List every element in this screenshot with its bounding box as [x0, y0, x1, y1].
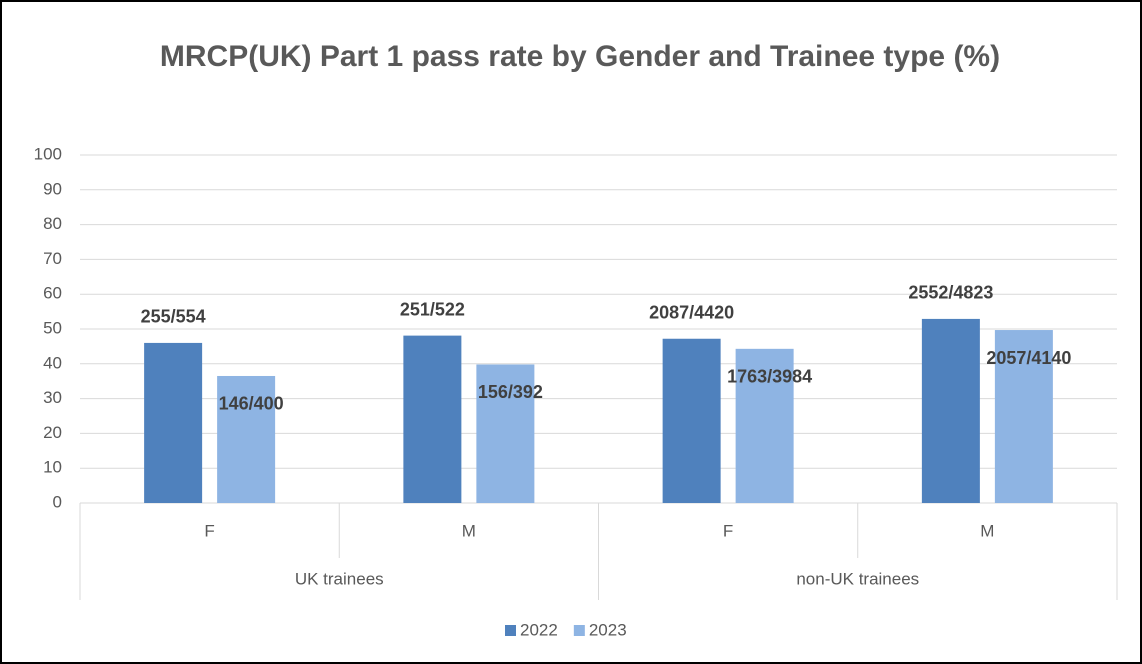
- bar: [144, 342, 203, 503]
- data-label: 2057/4140: [986, 348, 1071, 368]
- bar: [403, 335, 462, 503]
- y-tick-label: 100: [34, 144, 62, 163]
- y-tick-label: 40: [43, 353, 62, 372]
- data-label: 2087/4420: [649, 302, 734, 322]
- y-tick-label: 80: [43, 214, 62, 233]
- y-tick-label: 10: [43, 458, 62, 477]
- y-tick-label: 0: [53, 492, 62, 511]
- data-label: 2552/4823: [908, 283, 993, 303]
- legend-swatch: [505, 625, 516, 636]
- data-label: 1763/3984: [727, 367, 812, 387]
- legend-label: 2023: [589, 620, 627, 639]
- group-label: non-UK trainees: [796, 569, 919, 588]
- x-tick-label: F: [723, 521, 733, 540]
- y-tick-label: 60: [43, 284, 62, 303]
- x-tick-label: F: [204, 521, 214, 540]
- data-label: 255/554: [141, 307, 206, 327]
- bar: [994, 330, 1053, 503]
- bar: [735, 348, 794, 503]
- y-tick-label: 90: [43, 179, 62, 198]
- bar: [476, 364, 535, 503]
- y-tick-label: 20: [43, 423, 62, 442]
- bar: [662, 338, 721, 503]
- legend-label: 2022: [520, 620, 558, 639]
- group-label: UK trainees: [295, 569, 384, 588]
- x-tick-label: M: [980, 521, 994, 540]
- legend-swatch: [573, 625, 585, 636]
- bar: [217, 375, 276, 503]
- y-tick-label: 30: [43, 388, 62, 407]
- x-tick-label: M: [462, 521, 476, 540]
- y-tick-label: 70: [43, 249, 62, 268]
- data-label: 146/400: [219, 394, 284, 414]
- data-label: 156/392: [478, 382, 543, 402]
- y-tick-label: 50: [43, 318, 62, 337]
- bar: [921, 318, 980, 503]
- chart-title: MRCP(UK) Part 1 pass rate by Gender and …: [160, 40, 1000, 73]
- data-label: 251/522: [400, 299, 465, 319]
